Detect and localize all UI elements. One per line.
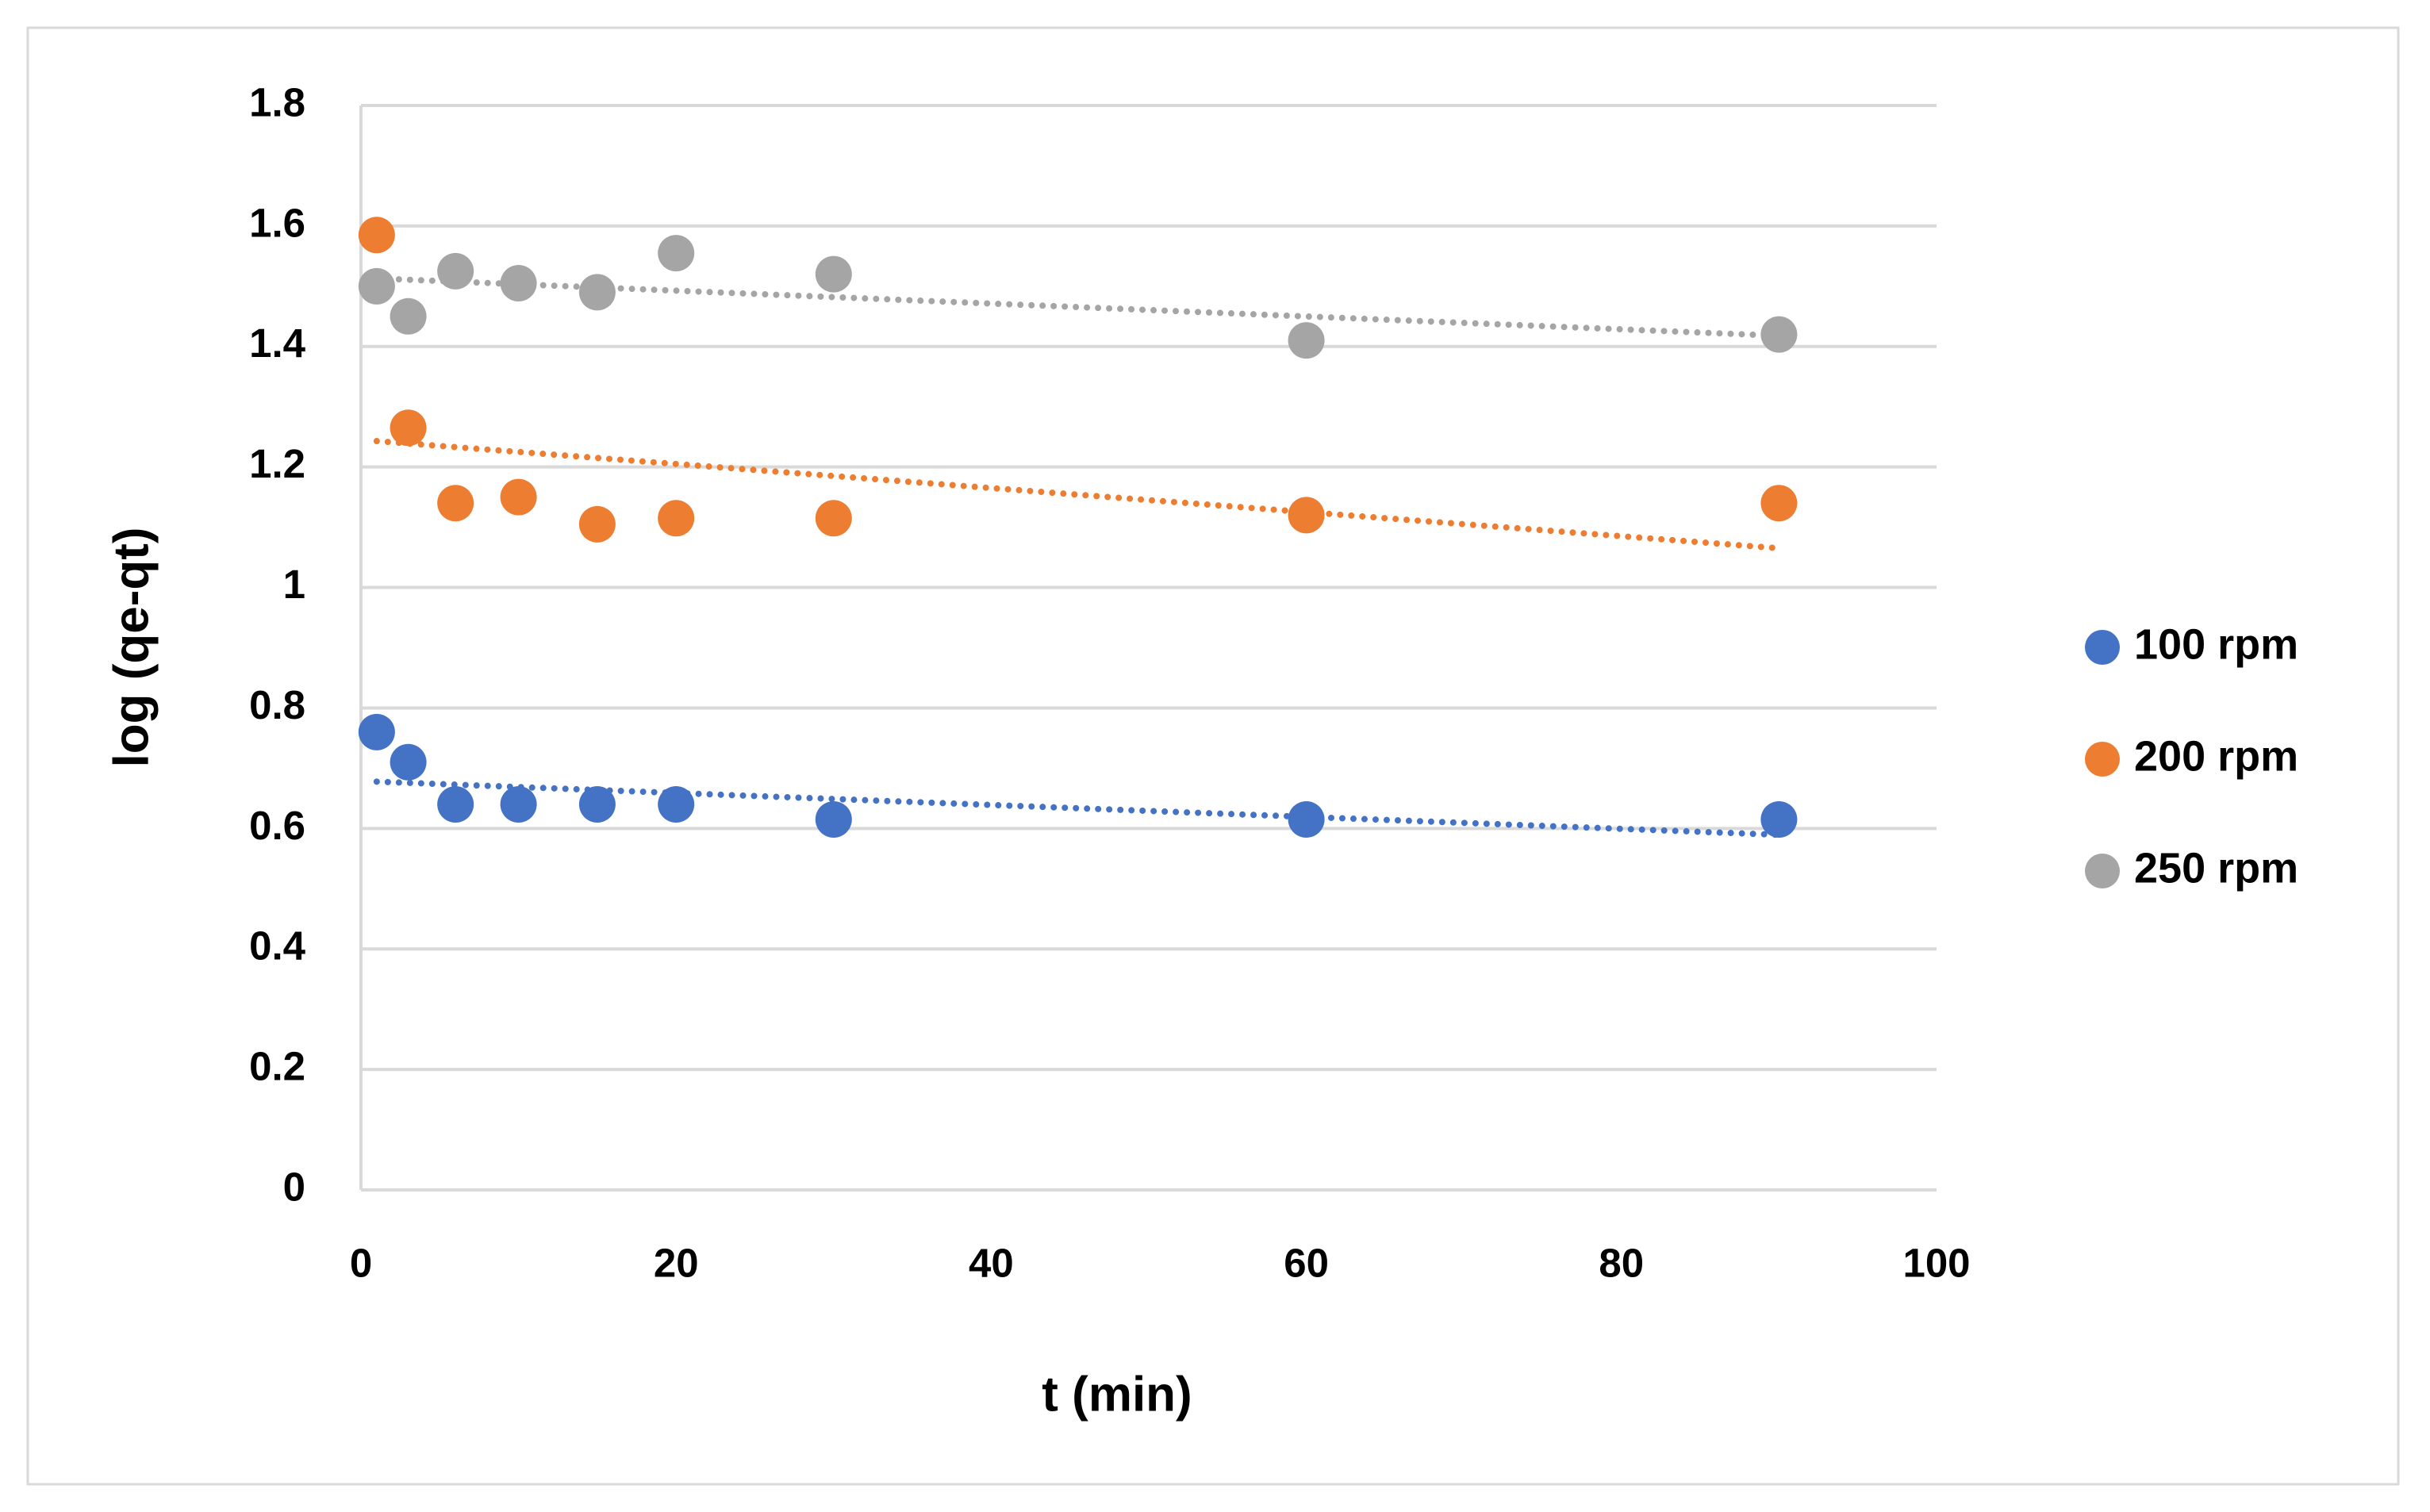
data-point <box>500 265 537 302</box>
data-point <box>1760 800 1798 838</box>
data-point <box>578 785 616 823</box>
x-tick-label: 80 <box>1599 1240 1644 1285</box>
y-tick-label: 0.8 <box>249 682 305 727</box>
data-point <box>1288 800 1325 838</box>
legend-marker <box>2085 630 2120 665</box>
legend-marker <box>2085 854 2120 888</box>
data-point <box>358 267 395 305</box>
data-point <box>437 485 474 522</box>
data-point <box>578 505 616 543</box>
y-tick-label: 1.4 <box>249 320 306 366</box>
legend-label: 250 rpm <box>2134 844 2298 892</box>
trendline <box>373 778 1783 839</box>
data-point <box>815 800 852 838</box>
data-point <box>1760 316 1798 353</box>
data-point <box>390 409 427 447</box>
y-tick-label: 1.8 <box>249 79 305 125</box>
data-point <box>500 785 537 823</box>
data-point <box>358 217 395 254</box>
x-tick-label: 60 <box>1284 1240 1329 1285</box>
legend-label: 100 rpm <box>2134 620 2298 668</box>
data-point <box>578 274 616 311</box>
legend-label: 200 rpm <box>2134 732 2298 780</box>
y-tick-label: 1.2 <box>249 441 305 486</box>
legend-marker <box>2085 742 2120 777</box>
data-point <box>815 255 852 293</box>
trendline <box>373 438 1783 552</box>
data-point <box>658 500 695 537</box>
data-point <box>1288 497 1325 534</box>
y-tick-label: 1 <box>283 562 305 607</box>
data-point <box>358 713 395 750</box>
y-tick-label: 1.6 <box>249 200 305 245</box>
data-point <box>437 785 474 823</box>
y-axis-title: log (qe-qt) <box>104 527 159 767</box>
data-point <box>500 478 537 516</box>
y-tick-label: 0.6 <box>249 803 305 848</box>
data-point <box>1760 485 1798 522</box>
y-tick-label: 0.2 <box>249 1044 305 1089</box>
data-point <box>1288 322 1325 359</box>
data-point <box>658 785 695 823</box>
x-axis-title: t (min) <box>1042 1367 1192 1422</box>
data-point <box>815 500 852 537</box>
y-tick-label: 0.4 <box>249 923 306 969</box>
x-tick-label: 20 <box>654 1240 699 1285</box>
x-tick-label: 40 <box>969 1240 1014 1285</box>
data-point <box>390 297 427 335</box>
x-tick-label: 0 <box>350 1240 372 1285</box>
x-tick-label: 100 <box>1902 1240 1970 1285</box>
data-point <box>390 743 427 781</box>
data-point <box>437 252 474 290</box>
data-point <box>658 235 695 272</box>
y-tick-label: 0 <box>283 1164 305 1209</box>
